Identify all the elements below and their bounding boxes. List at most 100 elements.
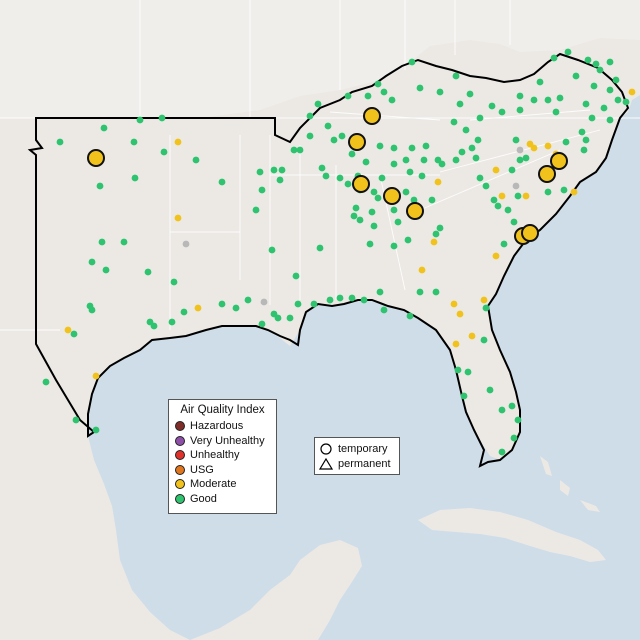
monitor-site-marker[interactable] — [570, 188, 578, 196]
monitor-site-marker[interactable] — [514, 192, 522, 200]
monitor-site-marker[interactable] — [480, 336, 488, 344]
monitor-site-marker[interactable] — [432, 230, 440, 238]
monitor-site-marker[interactable] — [590, 82, 598, 90]
monitor-site-marker[interactable] — [92, 426, 100, 434]
monitor-site-marker[interactable] — [452, 156, 460, 164]
monitor-site-marker[interactable] — [512, 136, 520, 144]
monitor-site-marker[interactable] — [316, 244, 324, 252]
monitor-site-marker[interactable] — [218, 300, 226, 308]
monitor-site-marker[interactable] — [456, 310, 464, 318]
monitor-site-marker[interactable] — [388, 96, 396, 104]
monitor-site-marker[interactable] — [318, 164, 326, 172]
monitor-site-marker[interactable] — [578, 128, 586, 136]
monitor-site-marker[interactable] — [560, 186, 568, 194]
monitor-site-marker[interactable] — [454, 366, 462, 374]
monitor-site-marker[interactable] — [70, 330, 78, 338]
monitor-site-marker[interactable] — [490, 196, 498, 204]
monitor-site-marker[interactable] — [536, 78, 544, 86]
monitor-site-marker[interactable] — [458, 148, 466, 156]
monitor-site-marker[interactable] — [260, 298, 268, 306]
temporary-monitor-marker[interactable] — [363, 107, 381, 125]
monitor-site-marker[interactable] — [436, 224, 444, 232]
monitor-site-marker[interactable] — [232, 304, 240, 312]
monitor-site-marker[interactable] — [150, 322, 158, 330]
monitor-site-marker[interactable] — [360, 296, 368, 304]
monitor-site-marker[interactable] — [314, 100, 322, 108]
monitor-site-marker[interactable] — [192, 156, 200, 164]
monitor-site-marker[interactable] — [498, 406, 506, 414]
monitor-site-marker[interactable] — [404, 236, 412, 244]
monitor-site-marker[interactable] — [544, 96, 552, 104]
monitor-site-marker[interactable] — [488, 102, 496, 110]
monitor-site-marker[interactable] — [158, 114, 166, 122]
monitor-site-marker[interactable] — [472, 154, 480, 162]
monitor-site-marker[interactable] — [120, 238, 128, 246]
monitor-site-marker[interactable] — [628, 88, 636, 96]
monitor-site-marker[interactable] — [468, 144, 476, 152]
monitor-site-marker[interactable] — [98, 238, 106, 246]
monitor-site-marker[interactable] — [100, 124, 108, 132]
monitor-site-marker[interactable] — [564, 48, 572, 56]
monitor-site-marker[interactable] — [324, 122, 332, 130]
monitor-site-marker[interactable] — [606, 116, 614, 124]
monitor-site-marker[interactable] — [544, 188, 552, 196]
monitor-site-marker[interactable] — [136, 116, 144, 124]
monitor-site-marker[interactable] — [494, 202, 502, 210]
monitor-site-marker[interactable] — [562, 138, 570, 146]
monitor-site-marker[interactable] — [416, 288, 424, 296]
monitor-site-marker[interactable] — [516, 146, 524, 154]
monitor-site-marker[interactable] — [350, 212, 358, 220]
monitor-site-marker[interactable] — [168, 318, 176, 326]
temporary-monitor-marker[interactable] — [87, 149, 105, 167]
monitor-site-marker[interactable] — [274, 314, 282, 322]
monitor-site-marker[interactable] — [430, 238, 438, 246]
monitor-site-marker[interactable] — [374, 80, 382, 88]
monitor-site-marker[interactable] — [456, 100, 464, 108]
monitor-site-marker[interactable] — [408, 144, 416, 152]
monitor-site-marker[interactable] — [218, 178, 226, 186]
monitor-site-marker[interactable] — [182, 240, 190, 248]
monitor-site-marker[interactable] — [278, 166, 286, 174]
temporary-monitor-marker[interactable] — [383, 187, 401, 205]
monitor-site-marker[interactable] — [588, 114, 596, 122]
monitor-site-marker[interactable] — [416, 84, 424, 92]
monitor-site-marker[interactable] — [390, 160, 398, 168]
monitor-site-marker[interactable] — [556, 94, 564, 102]
monitor-site-marker[interactable] — [492, 166, 500, 174]
monitor-site-marker[interactable] — [612, 76, 620, 84]
monitor-site-marker[interactable] — [584, 56, 592, 64]
monitor-site-marker[interactable] — [270, 166, 278, 174]
temporary-monitor-marker[interactable] — [406, 202, 424, 220]
monitor-site-marker[interactable] — [296, 146, 304, 154]
monitor-site-marker[interactable] — [88, 258, 96, 266]
monitor-site-marker[interactable] — [378, 174, 386, 182]
monitor-site-marker[interactable] — [394, 218, 402, 226]
monitor-site-marker[interactable] — [572, 72, 580, 80]
monitor-site-marker[interactable] — [512, 182, 520, 190]
monitor-site-marker[interactable] — [390, 242, 398, 250]
monitor-site-marker[interactable] — [130, 138, 138, 146]
monitor-site-marker[interactable] — [244, 296, 252, 304]
monitor-site-marker[interactable] — [344, 92, 352, 100]
monitor-site-marker[interactable] — [376, 288, 384, 296]
monitor-site-marker[interactable] — [622, 98, 630, 106]
monitor-site-marker[interactable] — [476, 174, 484, 182]
monitor-site-marker[interactable] — [436, 88, 444, 96]
monitor-site-marker[interactable] — [268, 246, 276, 254]
monitor-site-marker[interactable] — [376, 142, 384, 150]
monitor-site-marker[interactable] — [498, 108, 506, 116]
monitor-site-marker[interactable] — [516, 106, 524, 114]
monitor-site-marker[interactable] — [306, 132, 314, 140]
monitor-site-marker[interactable] — [498, 192, 506, 200]
monitor-site-marker[interactable] — [310, 300, 318, 308]
monitor-site-marker[interactable] — [370, 222, 378, 230]
monitor-site-marker[interactable] — [492, 252, 500, 260]
monitor-site-marker[interactable] — [56, 138, 64, 146]
monitor-site-marker[interactable] — [258, 320, 266, 328]
monitor-site-marker[interactable] — [390, 144, 398, 152]
monitor-site-marker[interactable] — [352, 204, 360, 212]
monitor-site-marker[interactable] — [364, 92, 372, 100]
temporary-monitor-marker[interactable] — [538, 165, 556, 183]
temporary-monitor-marker[interactable] — [352, 175, 370, 193]
